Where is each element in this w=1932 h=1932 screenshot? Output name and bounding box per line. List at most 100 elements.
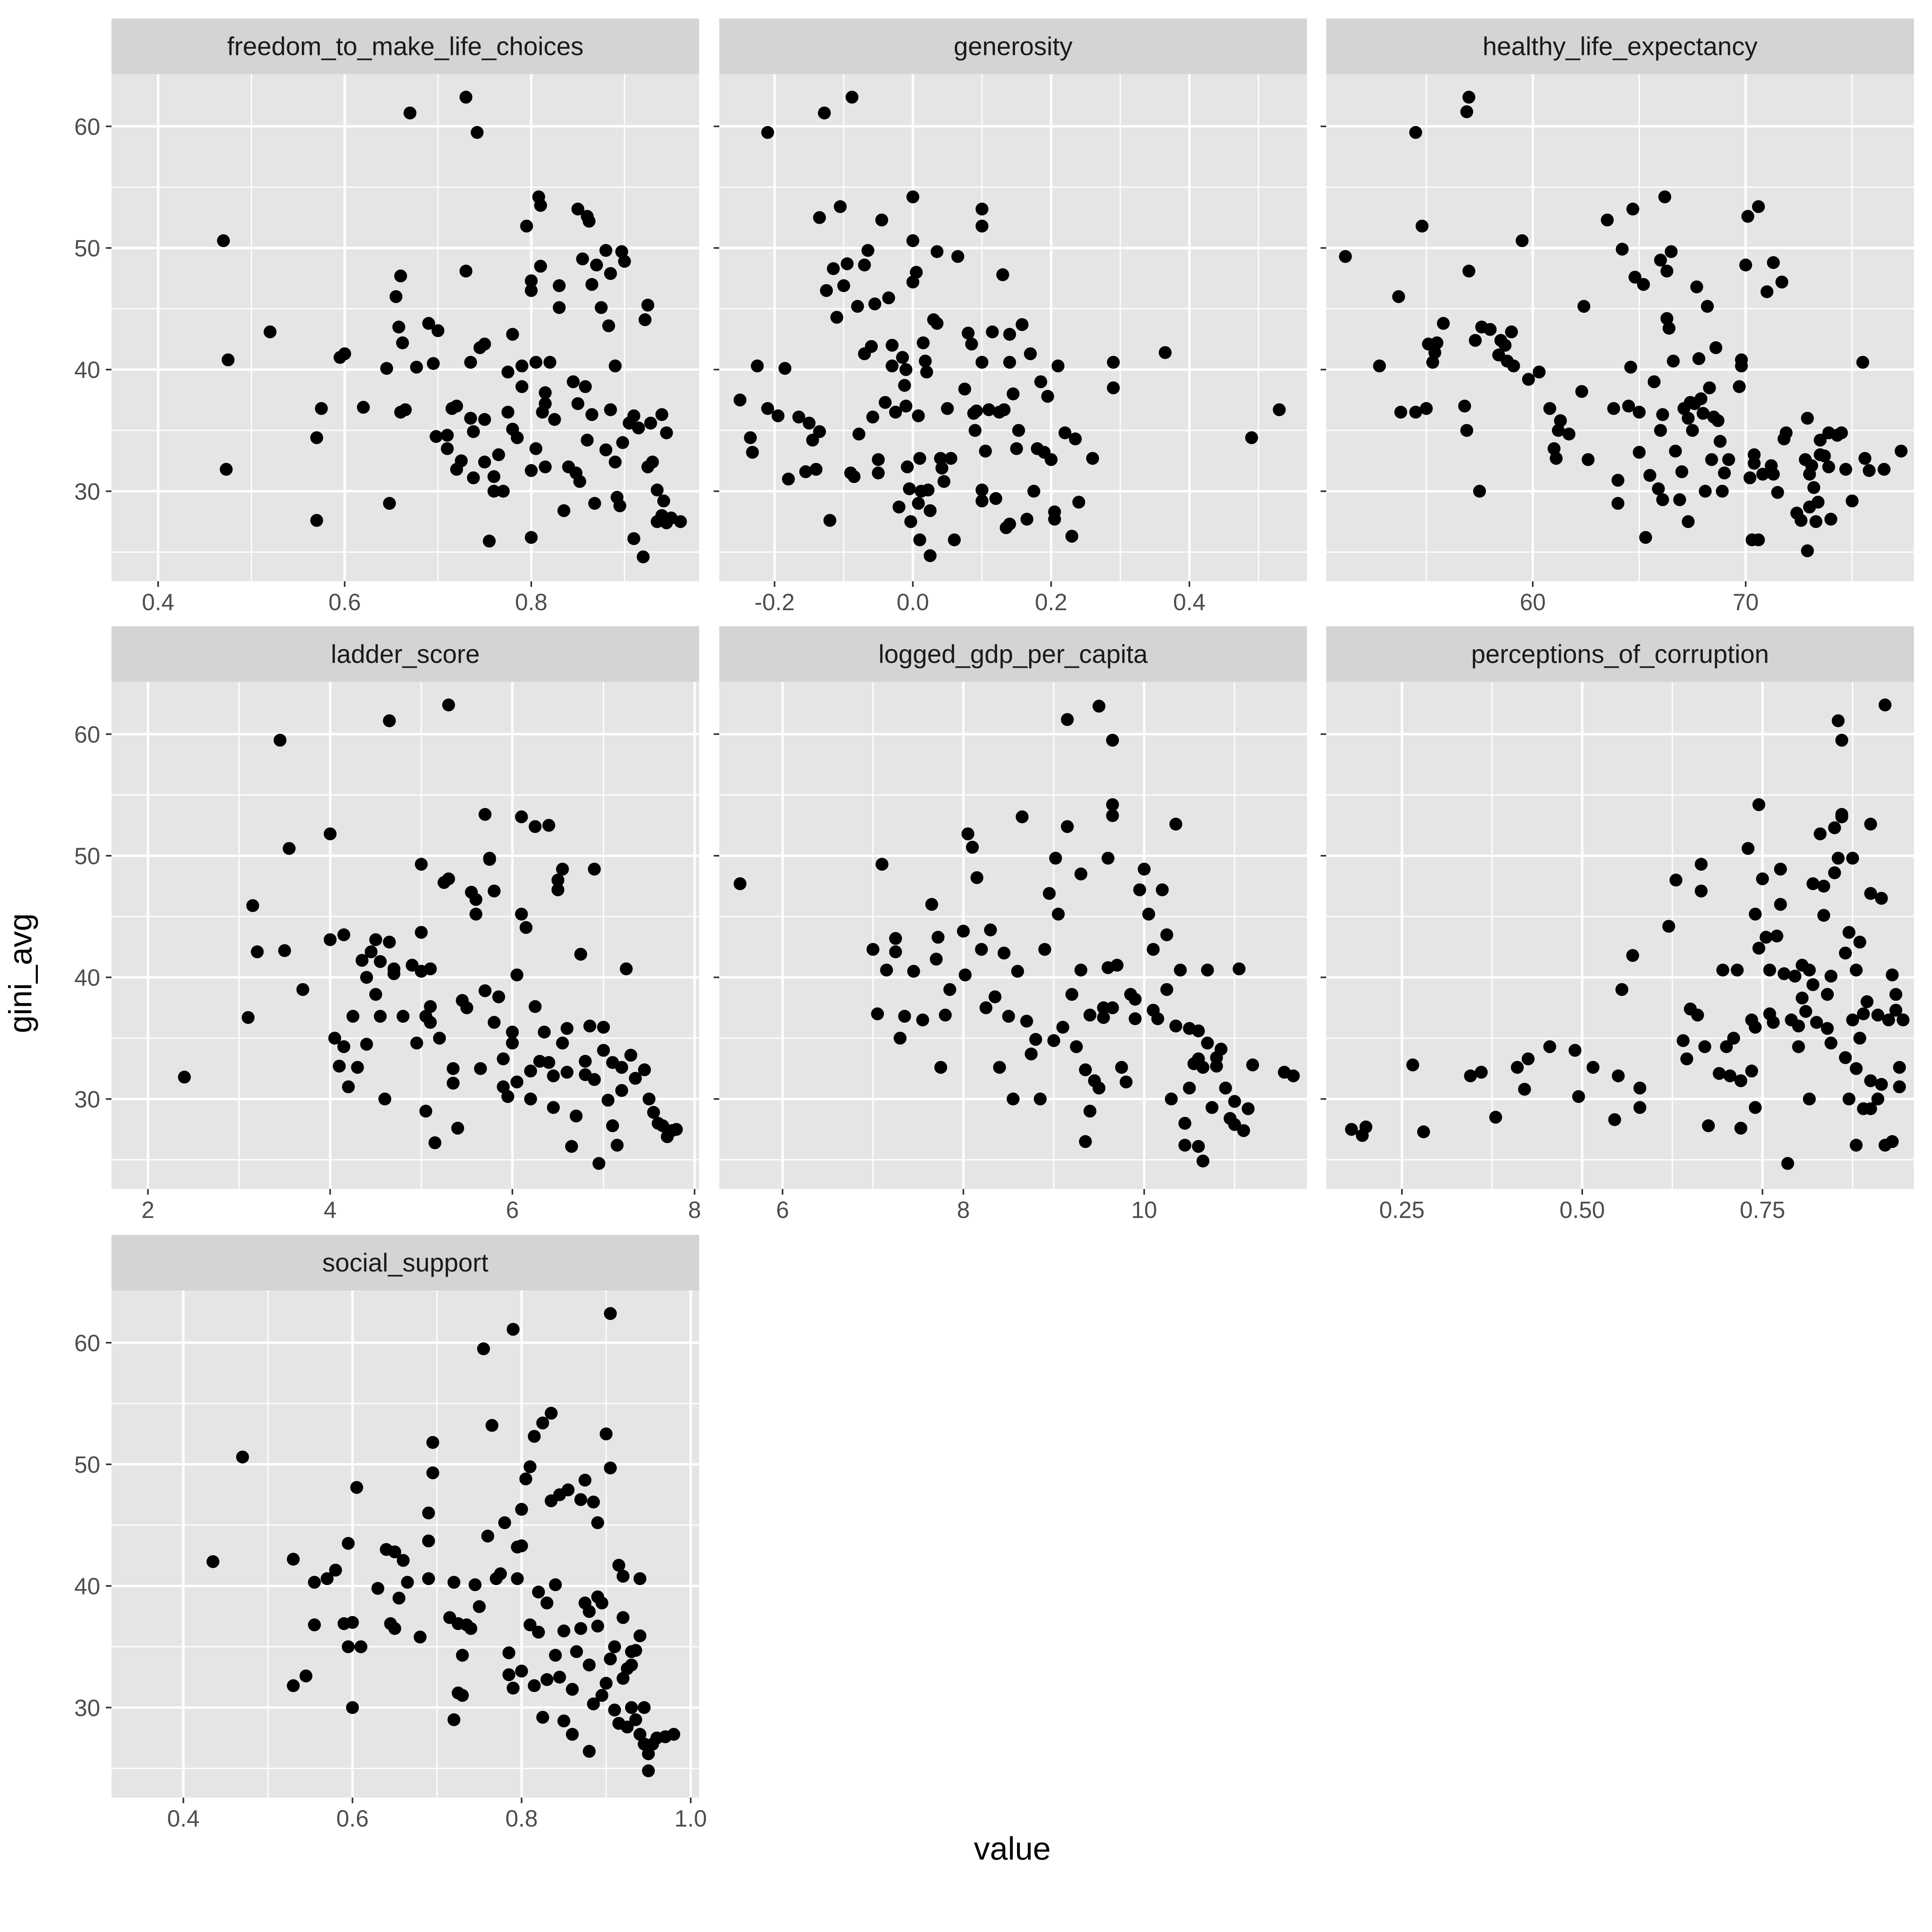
data-point (342, 1537, 355, 1550)
data-point (1761, 285, 1773, 298)
data-point (912, 409, 925, 423)
data-point (1522, 373, 1535, 386)
data-point (1034, 1092, 1047, 1106)
data-point (889, 406, 902, 419)
data-point (1792, 1040, 1805, 1053)
data-point (1237, 1124, 1250, 1137)
data-point (1016, 318, 1029, 331)
data-point (536, 1416, 549, 1430)
facet-strip (1326, 19, 1914, 74)
data-point (1864, 1074, 1877, 1088)
data-point (642, 1764, 655, 1777)
data-point (904, 515, 917, 528)
data-point (551, 873, 565, 887)
data-point (609, 455, 622, 469)
data-point (840, 257, 854, 270)
data-point (501, 406, 514, 419)
data-point (492, 990, 506, 1003)
data-point (970, 871, 984, 884)
data-point (1158, 346, 1172, 359)
data-point (469, 893, 483, 906)
data-point (1839, 463, 1852, 476)
data-point (1129, 1012, 1142, 1025)
data-point (1178, 1117, 1191, 1130)
data-point (629, 1713, 642, 1726)
data-point (647, 1106, 660, 1119)
data-point (1745, 1064, 1758, 1077)
data-point (1616, 243, 1629, 256)
data-point (515, 1539, 528, 1552)
data-point (1858, 452, 1872, 465)
data-point (1165, 1092, 1178, 1106)
data-point (1577, 300, 1591, 313)
data-point (1767, 256, 1780, 269)
data-point (1654, 254, 1667, 267)
data-point (479, 984, 492, 997)
data-point (1373, 359, 1386, 373)
data-point (540, 1596, 553, 1610)
data-point (567, 375, 580, 388)
data-point (1192, 1024, 1205, 1038)
data-point (405, 959, 419, 972)
data-point (834, 200, 847, 213)
data-point (1839, 946, 1852, 960)
data-point (866, 943, 879, 956)
data-point (865, 340, 878, 353)
data-point (1637, 278, 1650, 291)
facet-freedom_to_make_life_choices: freedom_to_make_life_choices 0.4 0.6 0.8 30 4… (74, 19, 699, 615)
data-point (1511, 1061, 1524, 1074)
data-point (446, 1077, 460, 1090)
data-point (460, 1001, 473, 1014)
data-point (1828, 821, 1841, 834)
data-point (1106, 809, 1119, 822)
data-point (483, 535, 496, 548)
data-point (975, 494, 989, 508)
x-tick-label: 4 (324, 1197, 336, 1223)
data-point (1695, 884, 1708, 898)
data-point (579, 380, 592, 393)
data-point (389, 290, 402, 303)
x-tick-label: 0.50 (1560, 1197, 1605, 1223)
data-point (441, 429, 454, 442)
data-point (471, 126, 484, 139)
data-point (601, 1094, 615, 1107)
data-point (935, 461, 949, 475)
data-point (557, 504, 570, 517)
data-point (1626, 949, 1639, 962)
data-point (604, 267, 617, 280)
data-point (519, 921, 533, 934)
data-point (813, 211, 826, 224)
x-tick-label: 0.4 (167, 1806, 200, 1832)
data-point (1805, 459, 1818, 472)
data-point (369, 988, 382, 1001)
data-point (1817, 909, 1831, 922)
data-point (894, 1032, 907, 1045)
y-tick-label: 60 (74, 722, 100, 748)
data-point (1507, 359, 1520, 373)
data-point (511, 1572, 524, 1585)
data-point (1052, 908, 1065, 921)
data-point (906, 234, 919, 247)
data-point (975, 202, 989, 216)
data-point (615, 1061, 628, 1074)
data-point (1038, 943, 1051, 956)
data-point (1860, 995, 1874, 1008)
data-point (1115, 1061, 1128, 1074)
data-point (1817, 879, 1831, 893)
data-point (996, 268, 1009, 281)
data-point (1083, 1104, 1096, 1118)
data-point (1460, 424, 1474, 437)
y-tick-label: 60 (74, 114, 100, 140)
data-point (1273, 403, 1286, 416)
data-point (889, 945, 902, 958)
data-point (1703, 381, 1716, 394)
data-point (251, 945, 264, 958)
data-point (506, 1026, 519, 1039)
data-point (571, 397, 584, 410)
data-point (866, 411, 879, 424)
data-point (1048, 512, 1061, 526)
data-point (989, 990, 1002, 1003)
data-point (733, 393, 747, 407)
facet-strip (111, 1235, 699, 1290)
data-point (837, 279, 850, 292)
